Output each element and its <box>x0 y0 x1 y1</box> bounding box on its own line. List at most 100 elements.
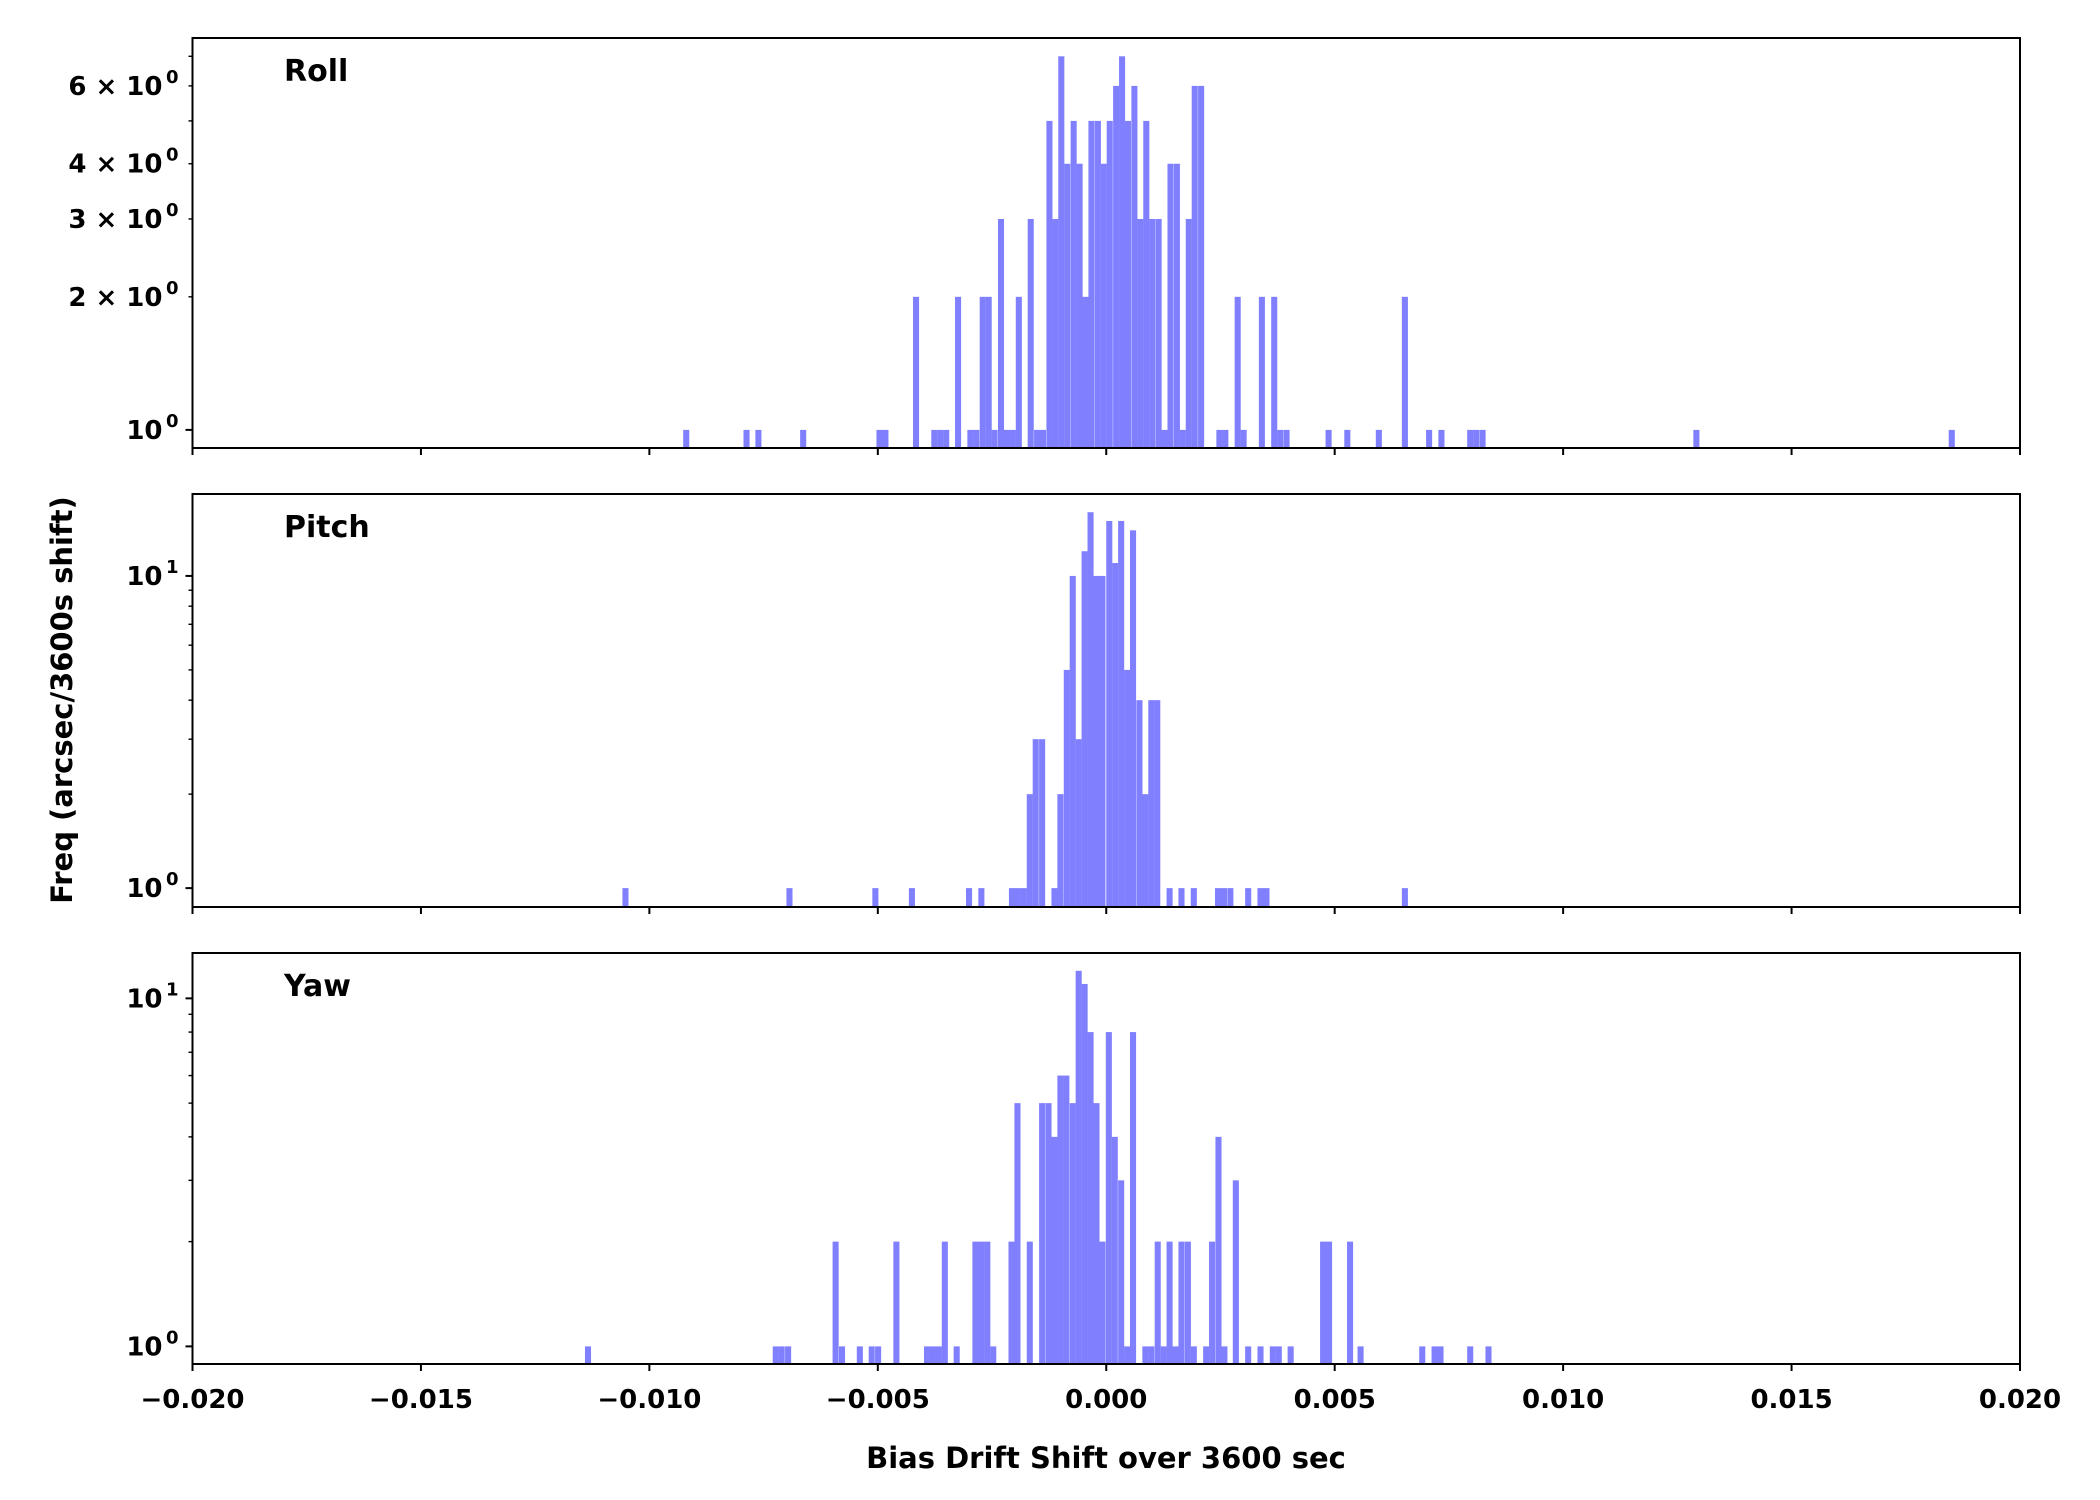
histogram-bar <box>1257 888 1264 907</box>
histogram-bar <box>1184 1241 1191 1364</box>
y-tick-exponent: 0 <box>166 1327 179 1348</box>
histogram-bar <box>972 1241 979 1364</box>
histogram-bar <box>1154 700 1161 907</box>
histogram-bar <box>1143 120 1150 449</box>
histogram-bar <box>1124 120 1132 449</box>
y-tick-label: 2 × 10 <box>68 283 162 313</box>
histogram-bar <box>1093 1103 1100 1364</box>
histogram-bar <box>1106 520 1113 907</box>
panel-roll: 10 02 × 10 03 × 10 04 × 10 06 × 10 0 Roll <box>68 37 2021 455</box>
histogram-bar <box>1467 1346 1474 1364</box>
histogram-bar <box>1263 888 1270 907</box>
histogram-bar <box>1142 794 1149 907</box>
histogram-bar <box>1269 1346 1276 1364</box>
histogram-bar <box>1015 296 1022 448</box>
histogram-bar <box>1051 1136 1058 1364</box>
histogram-bar <box>1283 429 1290 448</box>
histogram-bar <box>1325 429 1332 448</box>
histogram-bar <box>868 1346 875 1364</box>
histogram-bar <box>1287 1346 1294 1364</box>
histogram-bar <box>1069 575 1076 907</box>
histogram-bar <box>1112 563 1119 907</box>
histogram-bar <box>1160 1346 1167 1364</box>
y-tick-label: 10 <box>126 416 162 446</box>
histogram-bar <box>978 1241 985 1364</box>
histogram-bar <box>1051 888 1058 907</box>
histogram-bar <box>1693 429 1700 448</box>
x-tick-label: −0.015 <box>369 1385 473 1415</box>
histogram-bar <box>908 888 915 907</box>
histogram-bar <box>1271 296 1278 448</box>
histogram-bar <box>1257 1346 1264 1364</box>
histogram-bar <box>1401 888 1408 907</box>
histogram-bar <box>622 888 629 907</box>
histogram-bar <box>1227 888 1234 907</box>
histogram-bar <box>786 888 793 907</box>
histogram-bar <box>1040 429 1047 448</box>
histogram-bar <box>1948 429 1955 448</box>
histogram-bar <box>838 1346 846 1364</box>
y-tick-label: 4 × 10 <box>68 150 162 180</box>
histogram-bar <box>1087 1032 1094 1364</box>
x-tick-label: 0.010 <box>1522 1385 1604 1415</box>
histogram-bar <box>1190 1346 1197 1364</box>
histogram-bar <box>1214 888 1222 907</box>
histogram-bar <box>1063 669 1070 907</box>
histogram-bar <box>1426 429 1433 448</box>
histogram-bar <box>967 429 974 448</box>
histogram-bar <box>1240 429 1247 448</box>
x-tick-label: −0.005 <box>826 1385 930 1415</box>
histogram-bar <box>1149 218 1156 448</box>
histogram-bar <box>1221 1346 1228 1364</box>
histogram-bar <box>1106 120 1113 449</box>
histogram-bar <box>1058 56 1065 448</box>
y-tick-exponent: 0 <box>166 869 179 890</box>
histogram-bar <box>1401 296 1408 448</box>
histogram-bar <box>1178 1241 1185 1364</box>
histogram-bar <box>1437 1346 1444 1364</box>
histogram-bar <box>1099 1241 1106 1364</box>
x-axis-label: Bias Drift Shift over 3600 sec <box>866 1441 1346 1475</box>
histogram-bar <box>1075 970 1082 1364</box>
histogram-bar <box>1167 163 1174 448</box>
histogram-bar <box>1419 1346 1426 1364</box>
histogram-bar <box>743 429 750 448</box>
histogram-bar <box>1124 1346 1131 1364</box>
histogram-bar <box>1258 296 1265 448</box>
histogram-bar <box>1191 85 1198 448</box>
y-tick-exponent: 1 <box>166 979 179 1000</box>
histogram-bar <box>1473 429 1480 448</box>
histogram-bar <box>1320 1241 1327 1364</box>
histogram-bar <box>1179 429 1186 448</box>
histogram-bar <box>1438 429 1445 448</box>
histogram-bar <box>882 429 889 448</box>
x-tick-label: 0.000 <box>1065 1385 1147 1415</box>
histogram-bar <box>923 1346 931 1364</box>
x-tick-label: −0.020 <box>140 1385 244 1415</box>
histogram-bar <box>1275 1346 1282 1364</box>
y-axis-label: Freq (arcsec/3600s shift) <box>45 496 79 903</box>
histogram-bar <box>1034 429 1041 448</box>
y-tick-exponent: 0 <box>166 67 179 88</box>
histogram-bar <box>1344 429 1351 448</box>
histogram-bar <box>1014 1103 1021 1364</box>
histogram-bar <box>1076 163 1083 448</box>
histogram-bar <box>1234 296 1241 448</box>
y-tick-exponent: 1 <box>166 557 179 578</box>
x-tick-label: 0.015 <box>1750 1385 1832 1415</box>
histogram-bar <box>1119 56 1126 448</box>
y-tick-label: 3 × 10 <box>68 205 162 235</box>
histogram-bar <box>1039 739 1046 907</box>
histogram-bar <box>1069 1103 1076 1364</box>
histogram-bar <box>778 1346 785 1364</box>
histogram-bar <box>800 429 807 448</box>
panel-title: Roll <box>284 54 348 89</box>
panel-yaw: −0.020 −0.015 −0.010 −0.005 0.000 0.005 0.010 0… <box>126 952 2061 1415</box>
histogram-bar <box>1118 520 1125 907</box>
histogram-bar <box>1148 700 1155 907</box>
histogram-bar <box>1155 218 1162 448</box>
histogram-bar <box>1057 794 1064 907</box>
histogram-bar <box>1216 429 1223 448</box>
histogram-bar <box>772 1346 779 1364</box>
